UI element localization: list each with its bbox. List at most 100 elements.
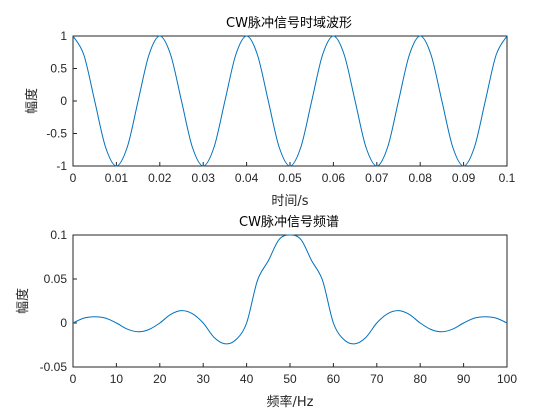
time-data-point <box>72 35 73 36</box>
spectrum-data-point <box>474 318 475 319</box>
spectrum-data-point <box>300 239 301 240</box>
time-data-point <box>105 147 106 148</box>
time-data-point <box>485 100 486 101</box>
spectrum-data-point <box>365 337 366 338</box>
time-waveform-points <box>72 35 507 166</box>
spectrum-data-point <box>496 318 497 319</box>
spectrum-data-point <box>485 316 486 317</box>
spectrum-data-point <box>420 322 421 323</box>
spectrum-data-point <box>289 234 290 235</box>
time-data-point <box>398 100 399 101</box>
time-x-tick-label: 0.1 <box>499 171 516 185</box>
time-x-tick-label: 0 <box>70 171 77 185</box>
spectrum-data-point <box>398 310 399 311</box>
time-x-tick-label: 0.06 <box>322 171 346 185</box>
time-data-point <box>127 147 128 148</box>
spectrum-data-point <box>203 322 204 323</box>
spectrum-x-tick-label: 0 <box>70 372 77 386</box>
time-data-point <box>496 54 497 55</box>
time-y-tick-label: 1 <box>60 29 67 43</box>
time-data-point <box>268 100 269 101</box>
spectrum-x-tick-label: 40 <box>240 372 254 386</box>
spectrum-data-point <box>376 322 377 323</box>
time-data-point <box>311 100 312 101</box>
time-data-point <box>279 147 280 148</box>
spectrum-x-tick-label: 20 <box>153 372 167 386</box>
spectrum-data-point <box>409 314 410 315</box>
time-data-point <box>365 147 366 148</box>
time-y-axis-label: 幅度 <box>24 88 40 114</box>
time-data-point <box>300 147 301 148</box>
spectrum-data-point <box>116 322 117 323</box>
spectrum-x-tick-label: 30 <box>197 372 211 386</box>
time-data-point <box>192 147 193 148</box>
time-data-point <box>463 165 464 166</box>
time-data-point <box>409 54 410 55</box>
time-data-point <box>452 147 453 148</box>
time-domain-plot: CW脉冲信号时域波形 0 0.01 0.02 0.03 0.04 0.05 0.06 0.07… <box>24 16 516 209</box>
time-data-point <box>138 100 139 101</box>
spectrum-x-ticks: 0 10 20 30 40 50 60 70 80 90 100 <box>70 363 517 386</box>
time-x-tick-label: 0.01 <box>105 171 129 185</box>
spectrum-plot-title: CW脉冲信号频谱 <box>239 215 339 230</box>
spectrum-x-tick-label: 80 <box>414 372 428 386</box>
spectrum-data-point <box>138 331 139 332</box>
time-data-point <box>474 147 475 148</box>
spectrum-data-point <box>148 329 149 330</box>
time-x-tick-label: 0.03 <box>192 171 216 185</box>
spectrum-x-tick-label: 90 <box>457 372 471 386</box>
time-x-tick-label: 0.05 <box>278 171 302 185</box>
time-data-point <box>333 35 334 36</box>
time-y-tick-label: 0 <box>60 94 67 108</box>
spectrum-data-point <box>322 280 323 281</box>
time-data-point <box>387 147 388 148</box>
spectrum-y-tick-label: -0.05 <box>40 360 68 374</box>
spectrum-data-point <box>463 322 464 323</box>
spectrum-data-point <box>105 318 106 319</box>
spectrum-line <box>72 234 508 345</box>
spectrum-y-tick-label: 0.05 <box>44 272 68 286</box>
time-data-point <box>257 54 258 55</box>
time-x-tick-label: 0.04 <box>235 171 259 185</box>
time-data-point <box>181 100 182 101</box>
time-data-point <box>170 54 171 55</box>
time-data-point <box>94 100 95 101</box>
spectrum-data-point <box>170 314 171 315</box>
spectrum-y-axis-label: 幅度 <box>15 288 31 314</box>
spectrum-x-tick-label: 100 <box>497 372 517 386</box>
time-data-point <box>441 100 442 101</box>
time-data-point <box>224 100 225 101</box>
time-data-point <box>420 35 421 36</box>
time-data-point <box>430 54 431 55</box>
spectrum-data-point <box>333 322 334 323</box>
time-data-point <box>203 165 204 166</box>
spectrum-x-tick-label: 50 <box>283 372 297 386</box>
spectrum-data-point <box>83 318 84 319</box>
time-data-point <box>376 165 377 166</box>
time-data-point <box>116 165 117 166</box>
spectrum-data-point <box>159 322 160 323</box>
time-x-tick-label: 0.09 <box>452 171 476 185</box>
time-data-point <box>246 35 247 36</box>
time-data-point <box>506 35 507 36</box>
spectrum-data-point <box>506 322 507 323</box>
spectrum-data-point <box>279 239 280 240</box>
spectrum-data-point <box>213 337 214 338</box>
spectrum-plot: CW脉冲信号频谱 0 10 20 30 40 50 60 70 80 90 100 -0.0500.… <box>15 215 517 410</box>
spectrum-y-tick-label: 0.1 <box>50 228 67 242</box>
time-data-point <box>344 54 345 55</box>
spectrum-data-point <box>224 343 225 344</box>
spectrum-data-point <box>311 260 312 261</box>
time-y-ticks: -1 -0.5 0 0.5 1 <box>46 29 77 173</box>
time-data-point <box>355 100 356 101</box>
spectrum-data-point <box>127 328 128 329</box>
spectrum-data-point <box>387 313 388 314</box>
time-y-tick-label: -0.5 <box>46 127 67 141</box>
time-data-point <box>148 54 149 55</box>
time-x-tick-label: 0.08 <box>409 171 433 185</box>
spectrum-data-point <box>181 310 182 311</box>
spectrum-data-point <box>355 343 356 344</box>
time-data-point <box>213 147 214 148</box>
spectrum-data-point <box>72 322 73 323</box>
